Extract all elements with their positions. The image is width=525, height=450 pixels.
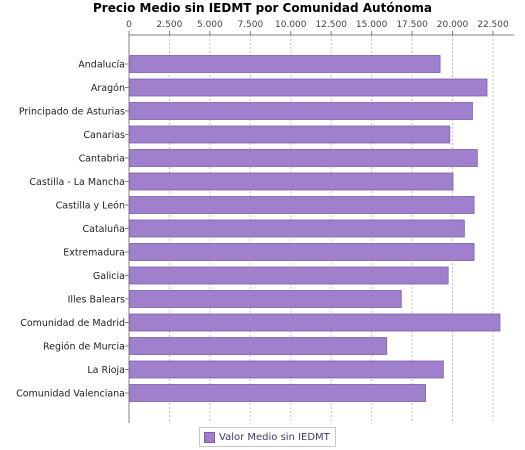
bar	[129, 125, 451, 144]
bar	[129, 219, 465, 238]
category-label: Extremadura	[63, 248, 125, 259]
x-tick-labels: 0 2.500 5.000 7.500 10.000 12.500 15.000 17.500…	[126, 20, 509, 30]
category-label: Castilla - La Mancha	[29, 177, 125, 188]
category-label: Galicia	[93, 271, 125, 282]
category-label: Comunidad de Madrid	[20, 318, 125, 329]
category-label: Illes Balears	[68, 295, 125, 306]
bar	[129, 149, 478, 167]
chart-title: Precio Medio sin IEDMT por Comunidad Aut…	[93, 1, 432, 15]
grid-lines	[168, 35, 494, 423]
legend: Valor Medio sin IEDMT	[199, 427, 336, 447]
category-label: Cantabria	[79, 154, 125, 165]
bar	[129, 78, 488, 97]
bar	[129, 313, 501, 332]
bar	[129, 360, 444, 379]
bar	[129, 290, 402, 308]
category-label: Principado de Asturias	[19, 107, 125, 118]
bar	[129, 172, 454, 191]
bar	[129, 337, 388, 355]
x-tick-label: 5.000	[197, 20, 223, 30]
category-label: Región de Murcia	[43, 342, 125, 353]
bar	[129, 243, 475, 261]
x-tick-label: 10.000	[275, 20, 307, 30]
category-labels: Andalucía Aragón Principado de Asturias Can…	[16, 60, 125, 400]
axes	[125, 31, 514, 423]
bar	[129, 196, 475, 214]
category-label: La Rioja	[87, 365, 125, 376]
bar	[129, 384, 426, 402]
bar	[129, 102, 473, 120]
bar	[129, 266, 449, 285]
x-tick-label: 12.500	[315, 20, 347, 30]
x-tick-label: 15.000	[356, 20, 388, 30]
bars	[129, 55, 501, 402]
category-label: Andalucía	[78, 60, 125, 71]
category-label: Cataluña	[82, 224, 125, 235]
category-label: Castilla y León	[56, 201, 125, 212]
category-label: Aragón	[91, 83, 125, 94]
x-tick-label: 7.500	[237, 20, 263, 30]
category-label: Canarias	[83, 130, 125, 141]
bar	[129, 55, 441, 73]
legend-swatch	[204, 431, 215, 443]
x-tick-label: 22.500	[477, 20, 509, 30]
x-tick-label: 17.500	[396, 20, 428, 30]
x-tick-label: 20.000	[437, 20, 469, 30]
category-label: Comunidad Valenciana	[16, 389, 125, 400]
legend-label: Valor Medio sin IEDMT	[219, 431, 330, 443]
x-tick-label: 0	[126, 20, 132, 30]
x-tick-label: 2.500	[157, 20, 183, 30]
